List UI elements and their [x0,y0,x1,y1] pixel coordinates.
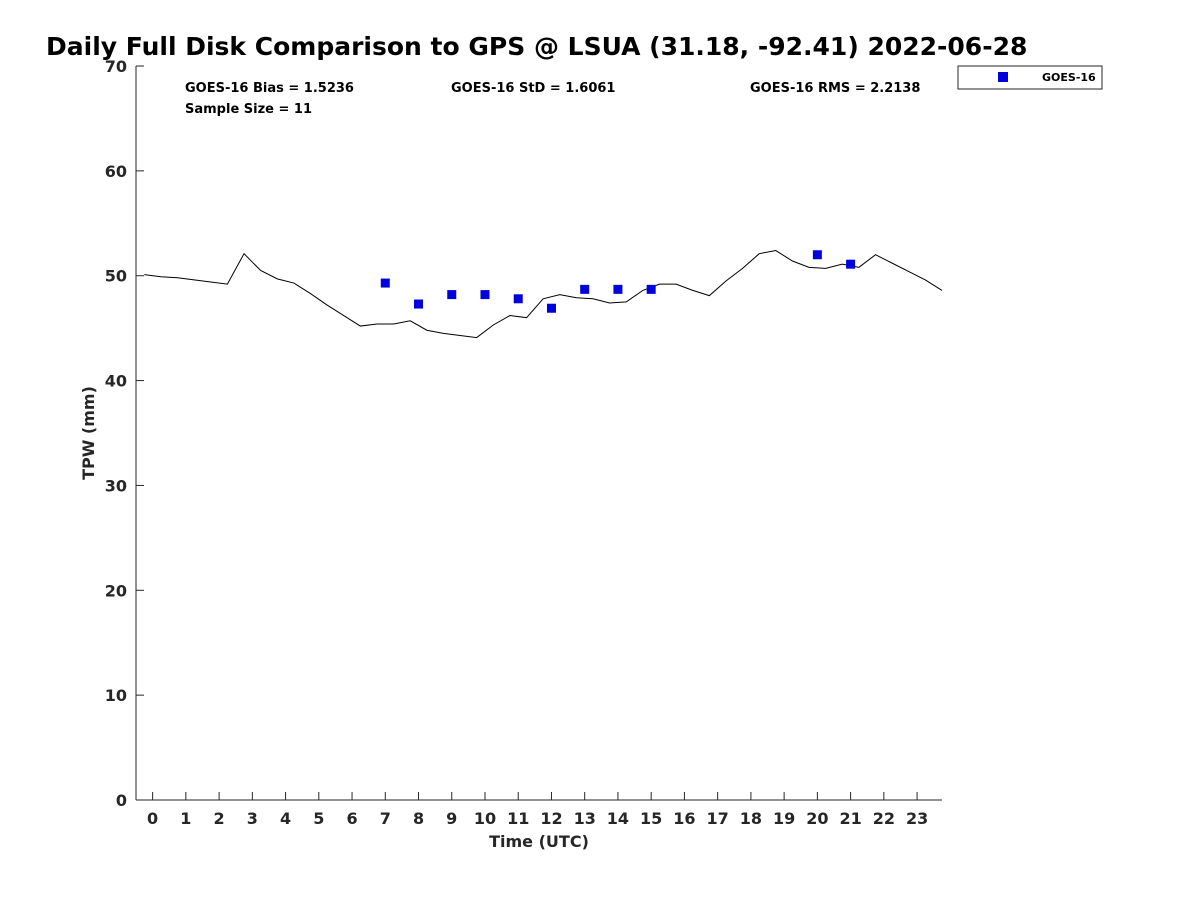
y-axis-label: TPW (mm) [79,386,98,480]
x-tick-label: 16 [673,809,695,828]
x-tick-label: 22 [873,809,895,828]
x-tick-label: 3 [247,809,258,828]
x-tick-label: 15 [640,809,662,828]
x-tick-label: 13 [574,809,596,828]
goes16-point [812,250,822,260]
chart-title: Daily Full Disk Comparison to GPS @ LSUA… [46,32,1027,61]
x-tick-label: 23 [906,809,928,828]
y-tick-label: 0 [116,791,127,810]
y-ticks: 0 10 20 30 40 50 60 70 [105,57,144,810]
x-tick-label: 11 [507,809,529,828]
x-tick-label: 10 [474,809,496,828]
y-tick-label: 50 [105,267,127,286]
y-tick-label: 60 [105,162,127,181]
y-tick-label: 70 [105,57,127,76]
x-tick-label: 12 [540,809,562,828]
rms-stat: GOES-16 RMS = 2.2138 [750,81,920,96]
series-layer [144,250,943,339]
x-tick-label: 6 [346,809,357,828]
goes16-point [513,294,523,304]
goes16-point [546,303,556,313]
legend-box [957,65,1103,90]
goes16-point [480,290,490,300]
goes16-point [380,278,390,288]
x-tick-label: 9 [446,809,457,828]
y-tick-label: 10 [105,686,127,705]
y-tick-label: 20 [105,581,127,600]
x-tick-label: 4 [280,809,291,828]
x-tick-label: 18 [740,809,762,828]
x-axis-label: Time (UTC) [489,832,589,851]
x-tick-label: 14 [607,809,629,828]
sample-size-stat: Sample Size = 11 [185,102,312,117]
x-tick-label: 8 [413,809,424,828]
legend-label-goes16: GOES-16 [1042,71,1096,84]
x-tick-label: 21 [839,809,861,828]
x-tick-label: 5 [313,809,324,828]
std-stat: GOES-16 StD = 1.6061 [451,81,615,96]
legend-marker-goes16 [998,72,1008,82]
goes16-point [414,299,424,309]
x-ticks: 0 1 2 3 4 5 6 7 8 9 10 11 12 13 14 15 16 17 18 19 20 21 22 23 [147,792,928,828]
y-tick-label: 40 [105,372,127,391]
goes16-point [613,284,623,294]
x-tick-label: 17 [707,809,729,828]
goes16-point [846,259,856,269]
y-tick-label: 30 [105,476,127,495]
goes16-point [580,284,590,294]
x-tick-label: 19 [773,809,795,828]
x-tick-label: 2 [214,809,225,828]
x-tick-label: 20 [806,809,828,828]
goes16-point [447,290,457,300]
x-tick-label: 7 [380,809,391,828]
x-tick-label: 0 [147,809,158,828]
legend: GOES-16 [957,65,1103,90]
x-tick-label: 1 [180,809,191,828]
bias-stat: GOES-16 Bias = 1.5236 [185,81,354,96]
gps-tpw-line [144,250,943,339]
goes16-point [646,284,656,294]
statistics: GOES-16 Bias = 1.5236 GOES-16 StD = 1.60… [185,81,920,117]
